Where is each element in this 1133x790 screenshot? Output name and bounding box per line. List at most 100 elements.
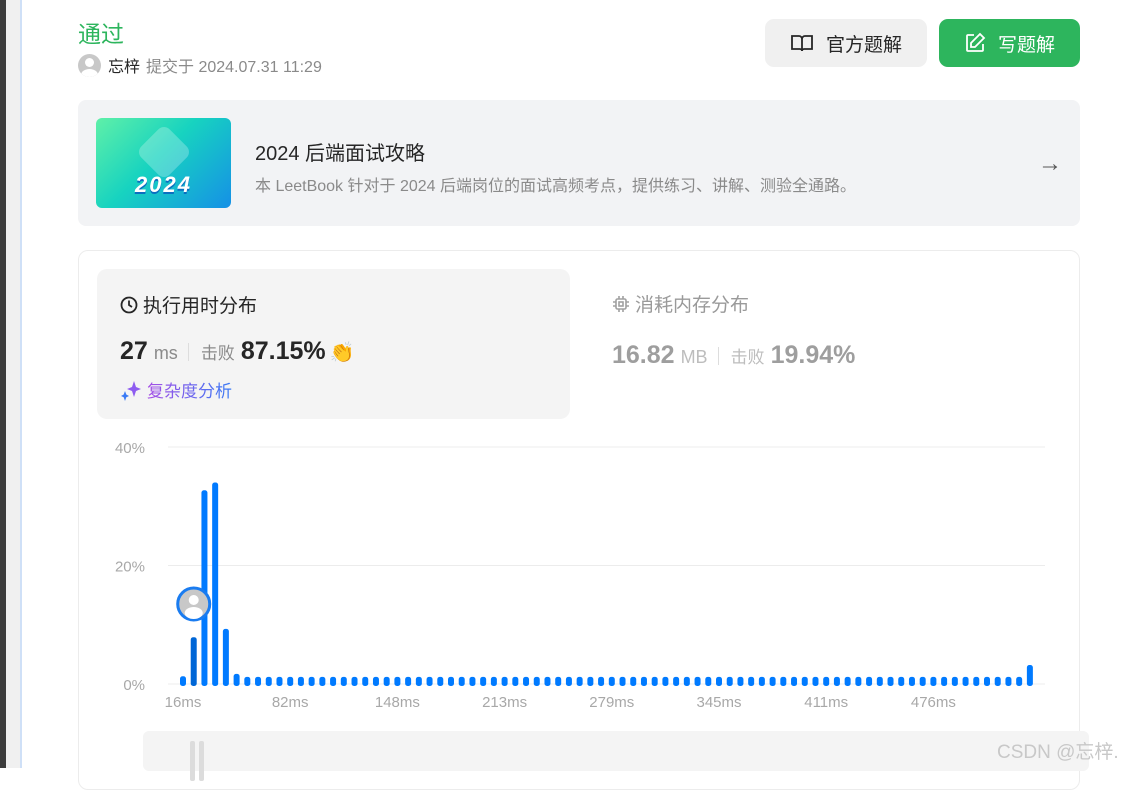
bar[interactable]	[501, 676, 508, 686]
bar[interactable]	[598, 676, 605, 686]
bar[interactable]	[640, 676, 647, 686]
bar[interactable]	[458, 676, 465, 686]
bar[interactable]	[587, 676, 594, 686]
bar[interactable]	[630, 676, 637, 686]
bar[interactable]	[222, 628, 229, 686]
slider-handle[interactable]	[190, 741, 195, 781]
bar[interactable]	[673, 676, 680, 686]
complexity-analysis-link[interactable]: 复杂度分析	[120, 377, 232, 402]
bar[interactable]	[319, 676, 326, 686]
bar[interactable]	[190, 637, 197, 686]
bar[interactable]	[576, 676, 583, 686]
sparkle-icon	[121, 380, 141, 401]
bar[interactable]	[705, 676, 712, 686]
bar[interactable]	[898, 676, 905, 686]
runtime-tab[interactable]: 执行用时分布 27 ms 击败 87.15% 👏 复杂度分析	[97, 269, 570, 419]
bar[interactable]	[908, 676, 915, 686]
chart-range-slider[interactable]	[143, 731, 1089, 781]
bar[interactable]	[855, 676, 862, 686]
bar[interactable]	[1016, 676, 1023, 686]
bar[interactable]	[962, 676, 969, 686]
bar[interactable]	[394, 676, 401, 686]
bar[interactable]	[308, 676, 315, 686]
bar[interactable]	[619, 676, 626, 686]
bar[interactable]	[351, 676, 358, 686]
bar[interactable]	[608, 676, 615, 686]
bar[interactable]	[565, 676, 572, 686]
bar[interactable]	[801, 676, 808, 686]
bar[interactable]	[984, 676, 990, 686]
bar[interactable]	[544, 676, 551, 686]
bar[interactable]	[383, 676, 390, 686]
bar[interactable]	[244, 676, 251, 686]
bar[interactable]	[726, 676, 733, 686]
chip-icon	[613, 295, 629, 312]
leetbook-banner[interactable]: 2024 2024 后端面试攻略 本 LeetBook 针对于 2024 后端岗…	[78, 100, 1080, 226]
bar[interactable]	[694, 676, 701, 686]
bar[interactable]	[523, 676, 530, 686]
bar[interactable]	[737, 676, 744, 686]
bar[interactable]	[297, 676, 304, 686]
slider-handle[interactable]	[199, 741, 204, 781]
bar[interactable]	[405, 676, 412, 686]
bar[interactable]	[233, 673, 240, 686]
bar[interactable]	[448, 676, 454, 686]
arrow-right-icon[interactable]: →	[1038, 150, 1062, 177]
divider	[187, 342, 189, 361]
bar[interactable]	[716, 676, 722, 686]
bar[interactable]	[415, 676, 422, 686]
runtime-distribution-chart[interactable]: 0% 20% 40% 16ms 82ms 148ms 213ms 279ms 345ms 411m…	[0, 0, 1133, 730]
bar[interactable]	[276, 676, 283, 686]
bar[interactable]	[426, 676, 433, 686]
x-tick-label: 16ms	[165, 694, 202, 711]
bar[interactable]	[362, 676, 369, 686]
official-solution-label: 官方题解	[825, 34, 902, 56]
bar[interactable]	[490, 676, 497, 686]
bar[interactable]	[919, 676, 926, 686]
bar[interactable]	[265, 676, 272, 686]
bar[interactable]	[437, 676, 444, 686]
bar[interactable]	[973, 676, 980, 686]
bar[interactable]	[758, 676, 765, 686]
bar[interactable]	[930, 676, 937, 686]
bar[interactable]	[866, 676, 873, 686]
bar[interactable]	[212, 482, 219, 686]
bar[interactable]	[791, 676, 798, 686]
write-solution-button[interactable]: 写题解	[939, 19, 1080, 67]
memory-tab[interactable]: 消耗内存分布 16.82 MB 击败 19.94%	[612, 290, 855, 370]
bar[interactable]	[823, 676, 830, 686]
bar[interactable]	[951, 676, 958, 686]
divider	[717, 346, 719, 365]
bar[interactable]	[555, 676, 562, 686]
bar[interactable]	[812, 676, 819, 686]
bar[interactable]	[887, 676, 894, 686]
bar[interactable]	[255, 676, 262, 686]
bar[interactable]	[480, 676, 487, 686]
bar[interactable]	[780, 676, 787, 686]
bar[interactable]	[469, 676, 476, 686]
bar[interactable]	[994, 676, 1001, 686]
bar[interactable]	[748, 676, 755, 686]
bar[interactable]	[876, 676, 883, 686]
bar[interactable]	[1005, 676, 1012, 686]
bar[interactable]	[769, 676, 776, 686]
official-solution-button[interactable]: 官方题解	[765, 19, 927, 67]
bar[interactable]	[833, 676, 840, 686]
bar[interactable]	[651, 676, 658, 686]
bar[interactable]	[340, 676, 347, 686]
bar[interactable]	[180, 676, 186, 686]
bar[interactable]	[662, 676, 669, 686]
avatar[interactable]	[78, 53, 101, 77]
bar[interactable]	[941, 676, 948, 686]
bar[interactable]	[1026, 665, 1033, 686]
bar[interactable]	[287, 676, 294, 686]
bar[interactable]	[683, 676, 690, 686]
username[interactable]: 忘梓	[108, 59, 141, 76]
bar[interactable]	[201, 490, 208, 686]
x-tick-label: 411ms	[804, 694, 848, 711]
bar[interactable]	[844, 676, 851, 686]
bar[interactable]	[512, 676, 519, 686]
bar[interactable]	[533, 676, 540, 686]
bar[interactable]	[330, 676, 337, 686]
bar[interactable]	[372, 676, 379, 686]
